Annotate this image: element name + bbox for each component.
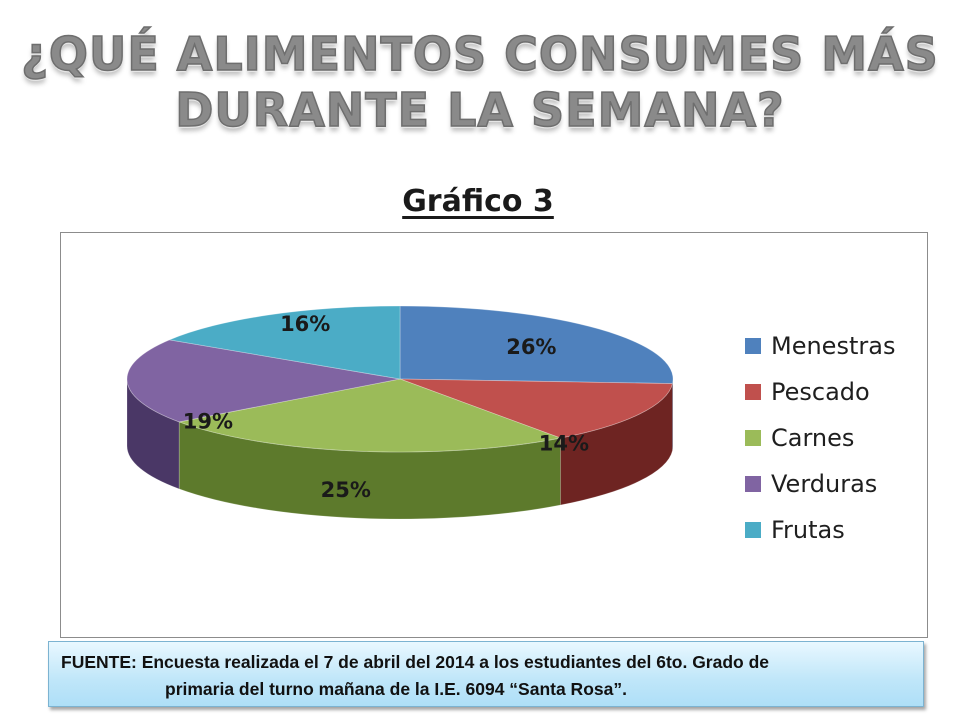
pie-chart: 26% 14% 25% 19% 16% — [126, 305, 674, 520]
pie-slice-carnes — [177, 378, 562, 453]
legend-item-frutas: Frutas — [745, 507, 895, 553]
pie-slice-verduras — [126, 339, 401, 423]
pie-slice-menestras — [399, 305, 674, 384]
data-label-menestras: 26% — [506, 335, 556, 359]
slide-title: ¿Qué alimentos consumes más durante la s… — [20, 26, 939, 138]
legend-swatch — [745, 384, 761, 400]
chart-legend: Menestras Pescado Carnes Verduras Frutas — [745, 323, 895, 553]
legend-item-verduras: Verduras — [745, 461, 895, 507]
source-line-1: FUENTE: Encuesta realizada el 7 de abril… — [61, 652, 770, 672]
legend-label: Menestras — [771, 332, 896, 360]
legend-swatch — [745, 476, 761, 492]
legend-label: Pescado — [771, 378, 870, 406]
data-label-pescado: 14% — [539, 431, 589, 455]
data-label-verduras: 19% — [183, 410, 233, 434]
legend-label: Carnes — [771, 424, 855, 452]
pie-slice-frutas — [168, 305, 401, 380]
legend-label: Frutas — [771, 516, 845, 544]
pie-slice-pescado — [399, 378, 673, 439]
chart-heading: Gráfico 3 — [402, 184, 554, 219]
source-line-2: primaria del turno mañana de la I.E. 609… — [165, 679, 627, 699]
legend-swatch — [745, 522, 761, 538]
legend-item-pescado: Pescado — [745, 369, 895, 415]
legend-swatch — [745, 430, 761, 446]
source-note: FUENTE: Encuesta realizada el 7 de abril… — [48, 641, 924, 707]
chart-area: 26% 14% 25% 19% 16% Menestras Pescado Carnes Ve… — [60, 232, 928, 638]
legend-item-menestras: Menestras — [745, 323, 895, 369]
data-label-frutas: 16% — [280, 312, 330, 336]
legend-label: Verduras — [771, 470, 878, 498]
legend-swatch — [745, 338, 761, 354]
data-label-carnes: 25% — [321, 478, 371, 502]
legend-item-carnes: Carnes — [745, 415, 895, 461]
